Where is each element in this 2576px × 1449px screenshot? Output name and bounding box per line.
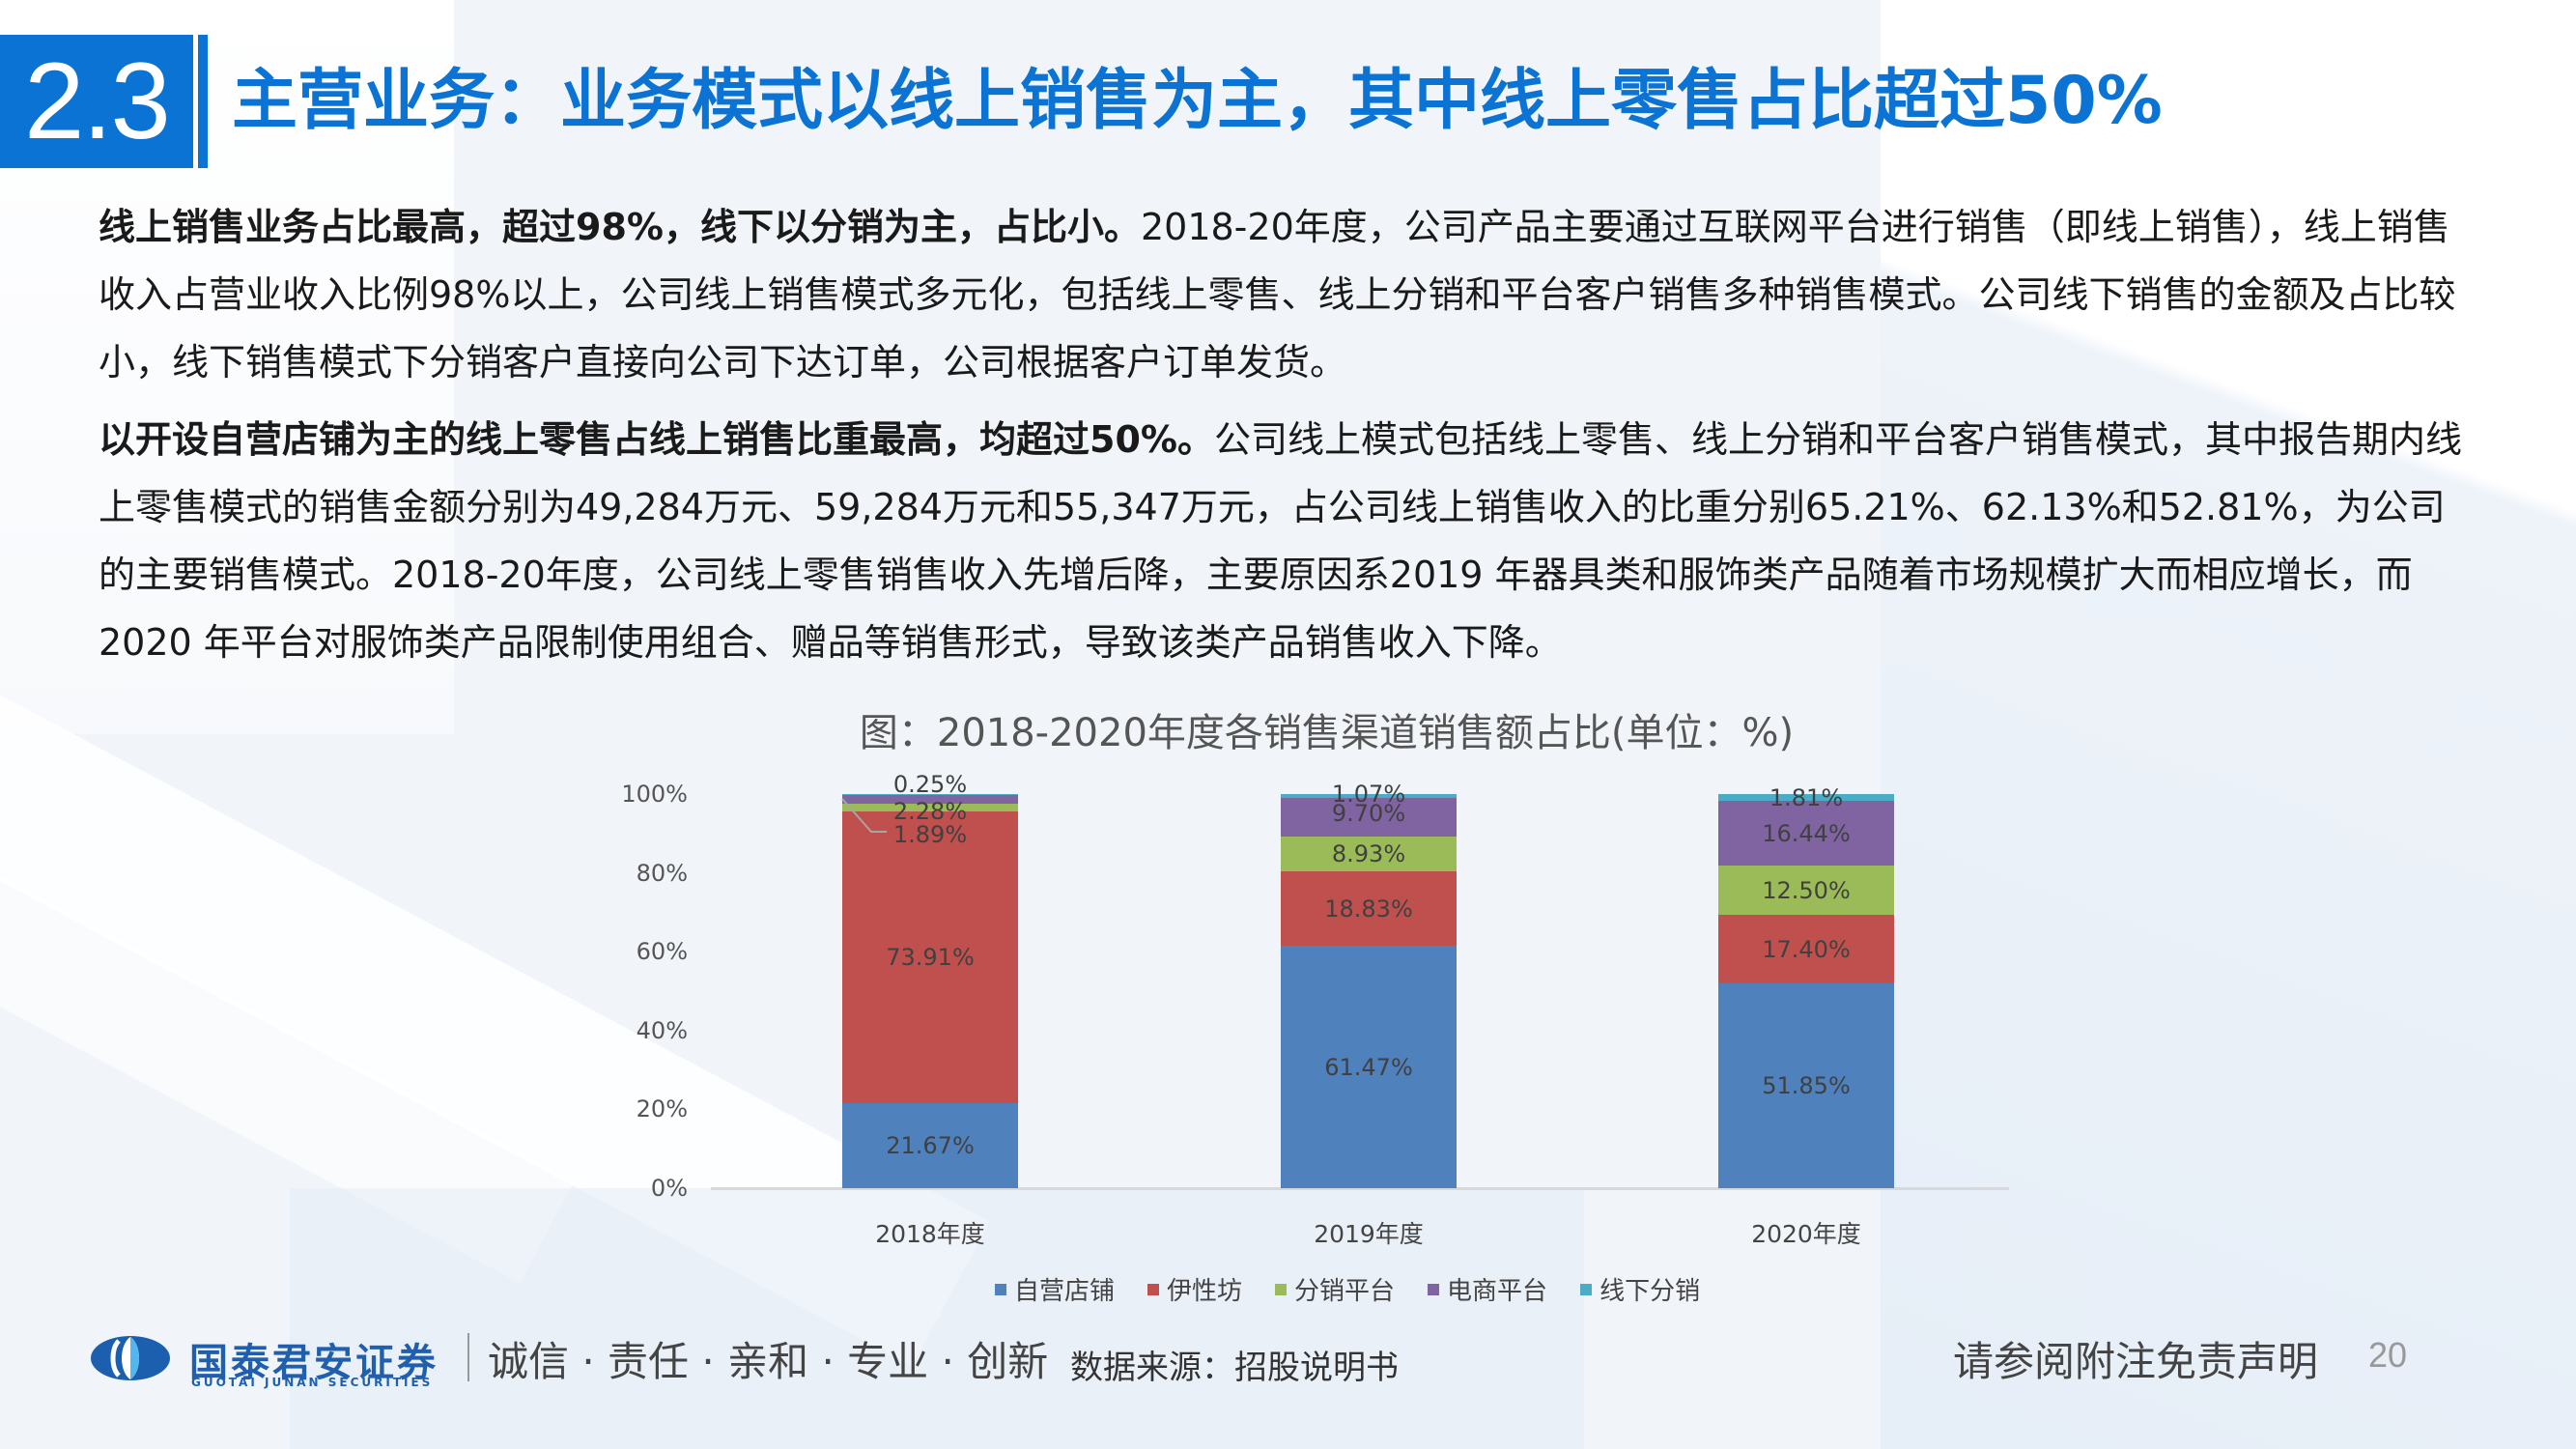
body-text: 线上销售业务占比最高，超过98%，线下以分销为主，占比小。2018-20年度，公… — [99, 193, 2479, 676]
legend-swatch-icon — [995, 1283, 1006, 1295]
legend-item: 电商平台 — [1428, 1271, 1547, 1307]
bar-segment — [1718, 794, 1894, 802]
x-tick-label: 2018年度 — [875, 1220, 985, 1248]
bar-2019年度 — [1281, 753, 1457, 1198]
stacked-bar-chart: 0% 20% 40% 60% 80% 100% 21.67% 73.91% 1.89% 2.28%… — [580, 753, 2048, 1294]
paragraph-1-text: 2018-20年度，公司产品主要通过互联网平台进行销售（即线上销售），线上销售收… — [99, 206, 2456, 384]
bar-segment — [1718, 866, 1894, 916]
paragraph-1-lead: 线上销售业务占比最高，超过98%，线下以分销为主，占比小。 — [99, 206, 1141, 248]
y-tick-label: 60% — [636, 938, 688, 966]
y-tick-label: 100% — [621, 781, 688, 808]
x-axis-line — [711, 1187, 2009, 1190]
data-label: 0.25% — [892, 771, 968, 798]
footer-divider — [467, 1333, 469, 1381]
paragraph-2-text: 公司线上模式包括线上零售、线上分销和平台客户销售模式，其中报告期内线上零售模式的… — [99, 418, 2462, 664]
data-label: 51.85% — [1762, 1072, 1851, 1100]
y-tick-label: 80% — [636, 859, 688, 887]
bar-segment — [1281, 836, 1457, 872]
legend-label: 伊性坊 — [1167, 1277, 1243, 1306]
company-name-cn: 国泰君安证券 — [189, 1341, 439, 1385]
data-label: 1.81% — [1769, 784, 1844, 811]
bar-segment — [1281, 794, 1457, 799]
legend-swatch-icon — [1275, 1283, 1288, 1295]
x-tick-label: 2020年度 — [1751, 1220, 1861, 1248]
bar-segment — [842, 811, 1018, 1103]
company-name-en: GUOTAI JUNAN SECURITIES — [191, 1376, 434, 1389]
leader-line — [841, 798, 887, 833]
legend-swatch-icon — [1147, 1283, 1160, 1295]
section-number-badge: 2.3 — [0, 35, 193, 168]
page-number: 20 — [2368, 1335, 2408, 1375]
bar-segment — [842, 804, 1018, 812]
legend-item: 自营店铺 — [995, 1271, 1115, 1307]
data-label: 9.70% — [1331, 800, 1406, 827]
data-label: 17.40% — [1762, 935, 1851, 963]
legend-label: 自营店铺 — [1014, 1277, 1116, 1306]
bar-2020年度 — [1718, 753, 1894, 1198]
y-tick-label: 40% — [636, 1016, 688, 1044]
footer: 国泰君安证券 GUOTAI JUNAN SECURITIES 诚信 · 责任 ·… — [0, 1323, 2576, 1401]
legend-item: 线下分销 — [1580, 1271, 1700, 1307]
bar-segment — [1718, 915, 1894, 984]
data-label: 1.07% — [1331, 781, 1406, 808]
data-label: 1.89% — [892, 821, 968, 848]
legend-item: 分销平台 — [1275, 1271, 1395, 1307]
data-label: 73.91% — [886, 943, 975, 971]
disclaimer-link[interactable]: 请参阅附注免责声明 — [1953, 1338, 2319, 1385]
data-label: 8.93% — [1331, 840, 1406, 868]
legend-label: 分销平台 — [1294, 1277, 1396, 1306]
paragraph-2: 以开设自营店铺为主的线上零售占线上销售比重最高，均超过50%。公司线上模式包括线… — [99, 406, 2479, 676]
bar-segment — [1281, 871, 1457, 947]
bar-segment — [842, 1102, 1018, 1188]
y-tick-label: 20% — [636, 1095, 688, 1123]
legend-item: 伊性坊 — [1147, 1271, 1242, 1307]
bar-2018年度 — [842, 753, 1018, 1198]
legend-label: 线下分销 — [1599, 1277, 1701, 1306]
paragraph-1: 线上销售业务占比最高，超过98%，线下以分销为主，占比小。2018-20年度，公… — [99, 193, 2479, 396]
legend-label: 电商平台 — [1447, 1277, 1548, 1306]
data-label: 12.50% — [1762, 876, 1851, 904]
header-divider-bar — [198, 35, 208, 168]
legend-swatch-icon — [1580, 1283, 1593, 1295]
legend-swatch-icon — [1428, 1283, 1440, 1295]
data-label: 18.83% — [1324, 895, 1413, 923]
company-logo-icon — [91, 1336, 170, 1380]
paragraph-2-lead: 以开设自营店铺为主的线上零售占线上销售比重最高，均超过50%。 — [99, 418, 1214, 461]
bar-segment — [842, 794, 1018, 796]
x-tick-label: 2019年度 — [1314, 1220, 1424, 1248]
y-tick-label: 0% — [650, 1175, 688, 1202]
bar-segment — [1281, 798, 1457, 837]
bar-segment — [1281, 946, 1457, 1188]
data-label: 61.47% — [1324, 1053, 1413, 1081]
data-label: 2.28% — [892, 798, 968, 825]
chart-title: 图：2018-2020年度各销售渠道销售额占比(单位：%) — [859, 711, 1795, 755]
bar-segment — [1718, 983, 1894, 1188]
bar-segment — [1718, 801, 1894, 867]
bar-segment — [842, 795, 1018, 805]
data-label: 21.67% — [886, 1131, 975, 1159]
page-title: 主营业务：业务模式以线上销售为主，其中线上零售占比超过50% — [232, 63, 2163, 139]
data-source: 数据来源：招股说明书 — [1070, 1349, 1399, 1387]
chart-legend: 自营店铺 伊性坊 分销平台 电商平台 线下分销 — [995, 1271, 1733, 1307]
company-motto: 诚信 · 责任 · 亲和 · 专业 · 创新 — [488, 1338, 1049, 1385]
data-label: 16.44% — [1762, 819, 1851, 847]
